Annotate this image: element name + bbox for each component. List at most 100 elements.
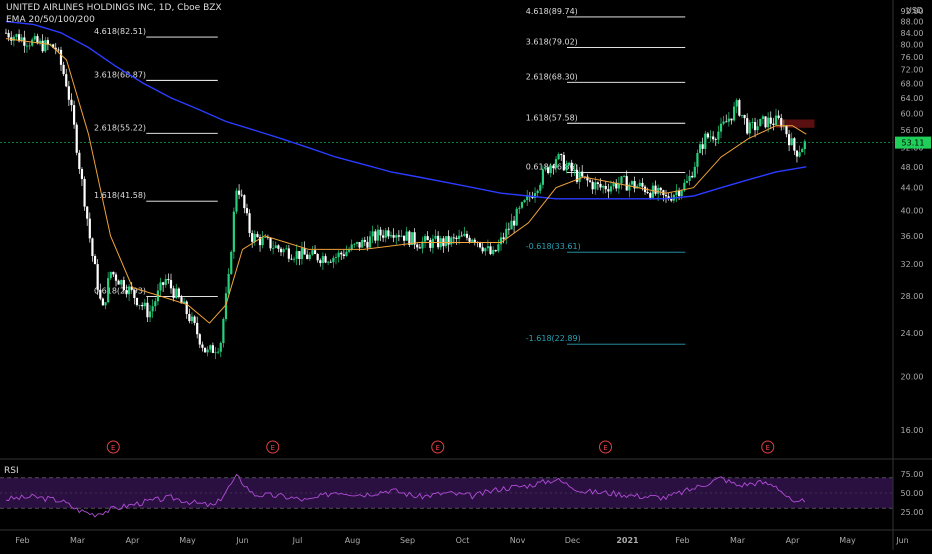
candle: [518, 205, 521, 214]
candle-body: [83, 178, 86, 207]
candle: [738, 98, 741, 117]
candle-body: [484, 248, 487, 252]
candle-body: [602, 185, 605, 188]
candle-body: [497, 244, 500, 252]
candle-body: [33, 36, 36, 40]
candle-body: [164, 279, 167, 285]
candle: [379, 226, 382, 242]
candle-body: [444, 236, 448, 247]
candle: [450, 235, 453, 248]
price-tick-label: 92.00: [901, 7, 924, 16]
candle-body: [222, 318, 225, 344]
candle-body: [798, 152, 801, 157]
candle-body: [72, 105, 76, 125]
candle: [431, 234, 435, 254]
candle-body: [245, 208, 249, 214]
candle: [484, 247, 487, 256]
candle-body: [355, 242, 359, 244]
candle: [59, 46, 63, 71]
candle-body: [570, 162, 573, 172]
candle-body: [117, 280, 120, 285]
candle-body: [751, 122, 754, 123]
candle: [790, 132, 793, 146]
candle: [363, 236, 366, 246]
candle-body: [709, 136, 712, 138]
candle-body: [787, 134, 791, 146]
candle: [541, 165, 545, 189]
candle: [251, 230, 254, 248]
candle-body: [410, 232, 414, 246]
candle-body: [198, 334, 201, 345]
candle: [772, 117, 775, 131]
fib-level-label: -1.618(22.89): [526, 334, 581, 343]
candle-body: [423, 236, 427, 242]
candle-body: [785, 125, 788, 135]
candle: [329, 259, 332, 263]
candle: [240, 189, 243, 198]
candle: [80, 167, 84, 186]
candle-body: [308, 254, 311, 259]
candle: [719, 117, 723, 139]
candle: [62, 61, 65, 77]
candle-body: [319, 260, 322, 264]
candle-body: [78, 152, 81, 169]
candle: [512, 216, 516, 233]
candle-body: [17, 34, 21, 42]
fib-level-label: 3.618(68.87): [94, 70, 146, 79]
candle-body: [455, 237, 458, 240]
candle-body: [552, 165, 555, 168]
candle: [38, 38, 42, 46]
candle-body: [664, 194, 668, 197]
candle: [306, 250, 309, 260]
price-tick-label: 60.00: [901, 109, 924, 118]
candle-body: [772, 123, 775, 125]
candle-body: [41, 40, 44, 52]
candle-body: [594, 182, 597, 190]
candle: [188, 308, 191, 324]
ema-fast-line: [5, 38, 807, 324]
candle: [54, 42, 57, 55]
candle-body: [494, 250, 497, 252]
candle: [214, 347, 217, 360]
candle-body: [313, 250, 317, 254]
candle: [143, 298, 146, 310]
candle: [552, 163, 555, 175]
candle-body: [607, 189, 610, 192]
fib-level-label: -0.618(33.61): [526, 242, 581, 251]
candle: [292, 256, 296, 263]
price-tick-label: 56.00: [901, 126, 924, 135]
candle-body: [801, 149, 804, 153]
candle-body: [722, 121, 725, 124]
candle-body: [306, 254, 309, 259]
candle: [279, 247, 283, 256]
candle: [701, 137, 704, 156]
time-tick-label: Feb: [15, 536, 29, 545]
candle-body: [295, 251, 298, 259]
candle: [795, 150, 799, 163]
earnings-marker-label: E: [271, 444, 275, 452]
candle-body: [460, 235, 463, 237]
candle: [395, 233, 398, 245]
candle-body: [303, 247, 306, 255]
candle: [361, 237, 364, 248]
candle: [230, 250, 233, 275]
candle: [654, 180, 657, 196]
candle: [787, 130, 791, 152]
candle-body: [374, 231, 377, 241]
candle-body: [88, 218, 91, 239]
fib-level-label: 4.618(82.51): [94, 27, 146, 36]
time-tick-label: Oct: [456, 536, 470, 545]
candle: [746, 113, 749, 135]
candle: [104, 302, 107, 310]
candle: [704, 130, 707, 155]
rsi-label: RSI: [4, 466, 19, 476]
candle: [28, 42, 31, 50]
candle-body: [714, 139, 717, 141]
candle-body: [646, 192, 649, 194]
candle-body: [732, 106, 736, 121]
fib-level-label: 1.618(57.58): [526, 113, 578, 122]
candle-body: [4, 32, 8, 34]
candle: [261, 230, 264, 249]
earnings-marker: [106, 440, 120, 454]
